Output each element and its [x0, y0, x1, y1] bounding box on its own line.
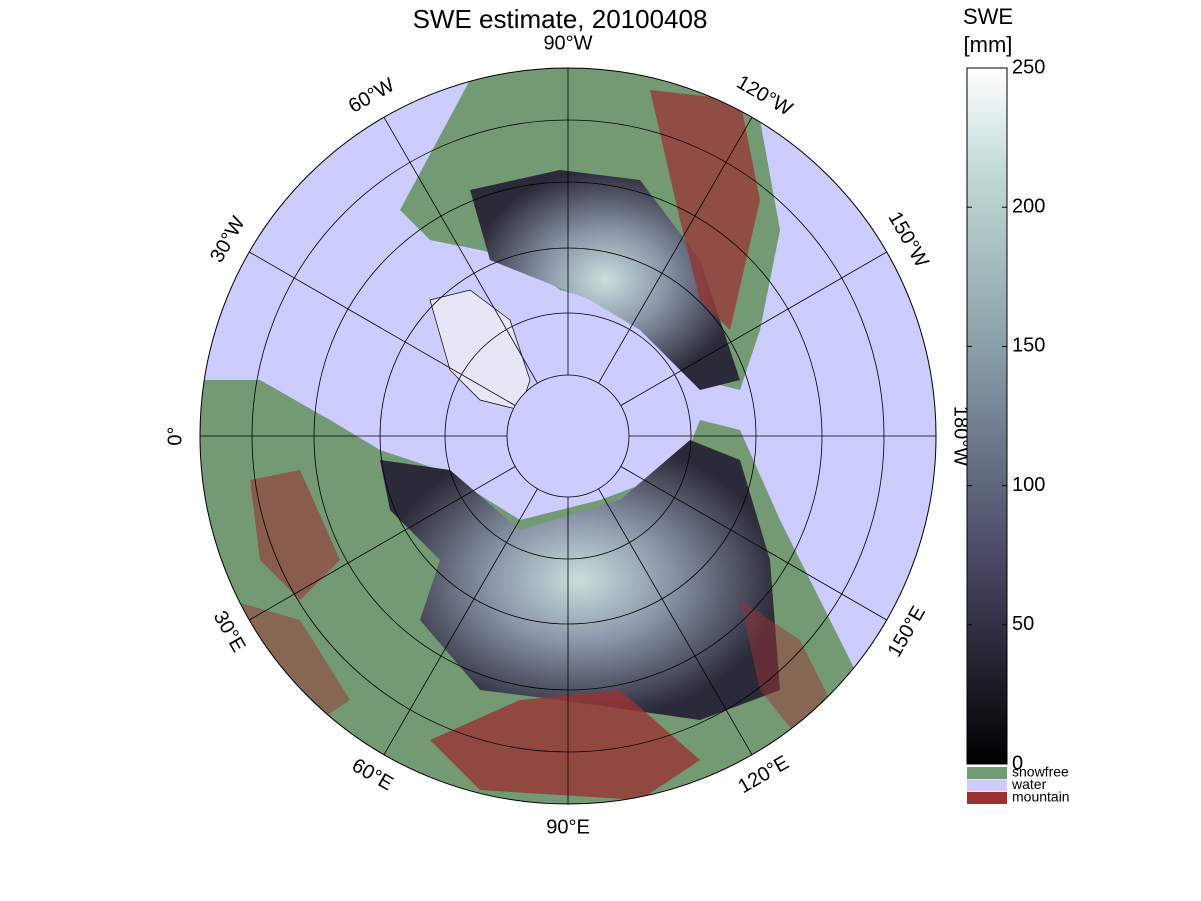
- polar-hole: [507, 375, 629, 497]
- meridian: [598, 488, 753, 755]
- mountain: [230, 600, 350, 720]
- colorbar-tick-label: 0: [1012, 752, 1023, 774]
- meridian: [383, 117, 538, 384]
- mountain: [430, 690, 700, 800]
- meridian: [598, 117, 753, 384]
- mountain: [650, 90, 760, 330]
- map: [200, 68, 936, 804]
- colorbar-tick-label: 100: [1012, 474, 1045, 496]
- snow-cover: [470, 170, 740, 390]
- graticule: [200, 68, 936, 804]
- meridian: [620, 251, 887, 406]
- colorbar-tick-label: 50: [1012, 613, 1034, 635]
- longitude-label: 60°E: [348, 754, 397, 795]
- legend-swatch: [967, 779, 1007, 792]
- colorbar-tick-label: 150: [1012, 335, 1045, 357]
- legend-swatch: [967, 767, 1007, 779]
- longitude-label: 0°: [164, 426, 186, 445]
- meridian: [249, 466, 516, 621]
- meridian: [383, 488, 538, 755]
- map-frame: [199, 67, 937, 805]
- mountain: [740, 600, 840, 740]
- longitude-label: 90°W: [543, 32, 592, 54]
- longitude-label: 30°E: [209, 607, 250, 656]
- longitude-label: 30°W: [206, 213, 250, 267]
- longitude-label: 60°W: [345, 74, 399, 118]
- legend-label: snowfree: [1012, 764, 1069, 780]
- colorbar-label: SWE: [963, 4, 1013, 29]
- meridian: [249, 251, 516, 406]
- colorbar-label: [mm]: [964, 32, 1013, 57]
- longitude-label: 90°E: [546, 816, 590, 838]
- colorbar-tick-label: 250: [1012, 56, 1045, 78]
- colorbar: [966, 67, 1008, 765]
- snow-cover: [380, 440, 780, 720]
- longitude-label: 180°W: [950, 406, 972, 466]
- title: SWE estimate, 20100408: [413, 4, 708, 34]
- colorbar-tick-label: 200: [1012, 195, 1045, 217]
- legend-swatch: [967, 792, 1007, 804]
- colorbar-axis: SWE [mm] 0 50 100 150 200 250: [963, 4, 1045, 774]
- mountain: [250, 470, 340, 600]
- legend-label: mountain: [1012, 789, 1070, 805]
- legend-label: water: [1011, 776, 1047, 792]
- meridian: [620, 466, 887, 621]
